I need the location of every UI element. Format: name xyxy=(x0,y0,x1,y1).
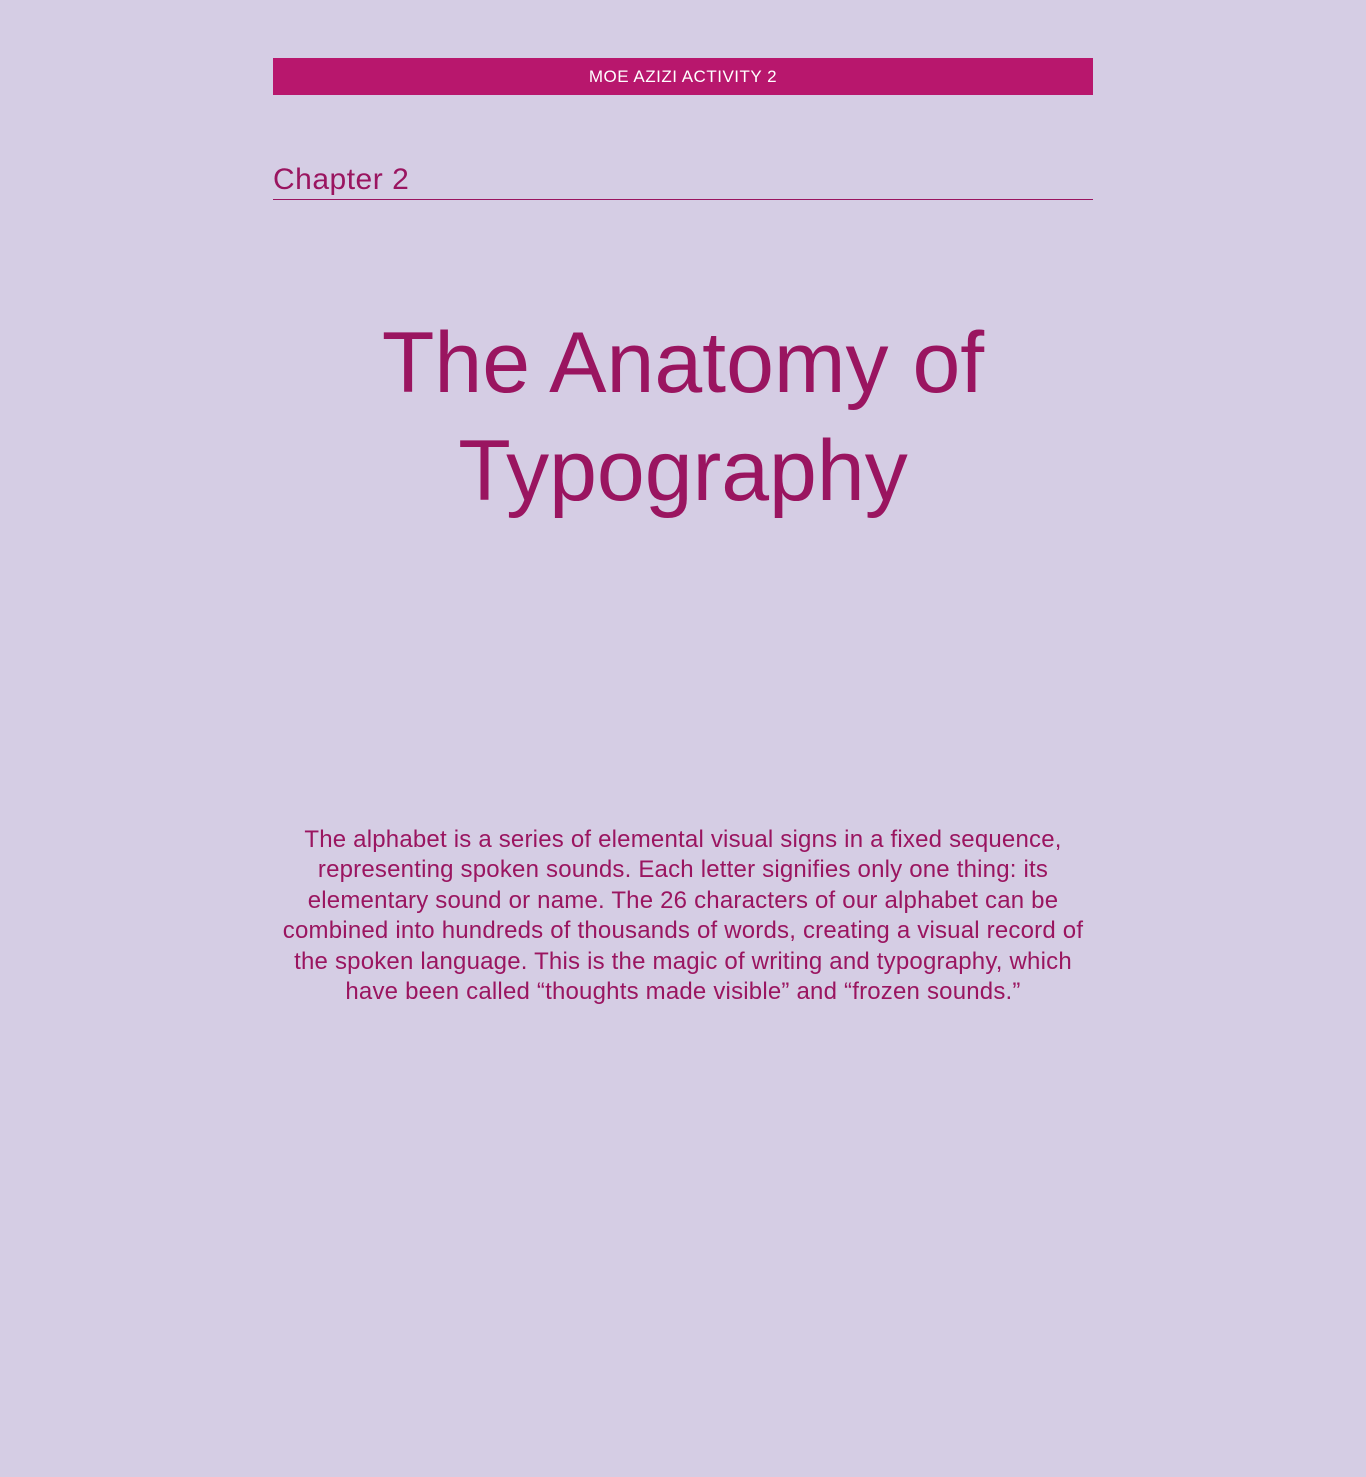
chapter-label: Chapter 2 xyxy=(273,163,409,196)
header-label: MOE AZIZI ACTIVITY 2 xyxy=(589,67,777,87)
page-title: The Anatomy of Typography xyxy=(273,310,1093,525)
chapter-rule: Chapter 2 xyxy=(273,163,1093,200)
body-paragraph: The alphabet is a series of elemental vi… xyxy=(273,825,1093,1008)
header-bar: MOE AZIZI ACTIVITY 2 xyxy=(273,58,1093,95)
document-page: MOE AZIZI ACTIVITY 2 Chapter 2 The Anato… xyxy=(153,0,1213,1477)
